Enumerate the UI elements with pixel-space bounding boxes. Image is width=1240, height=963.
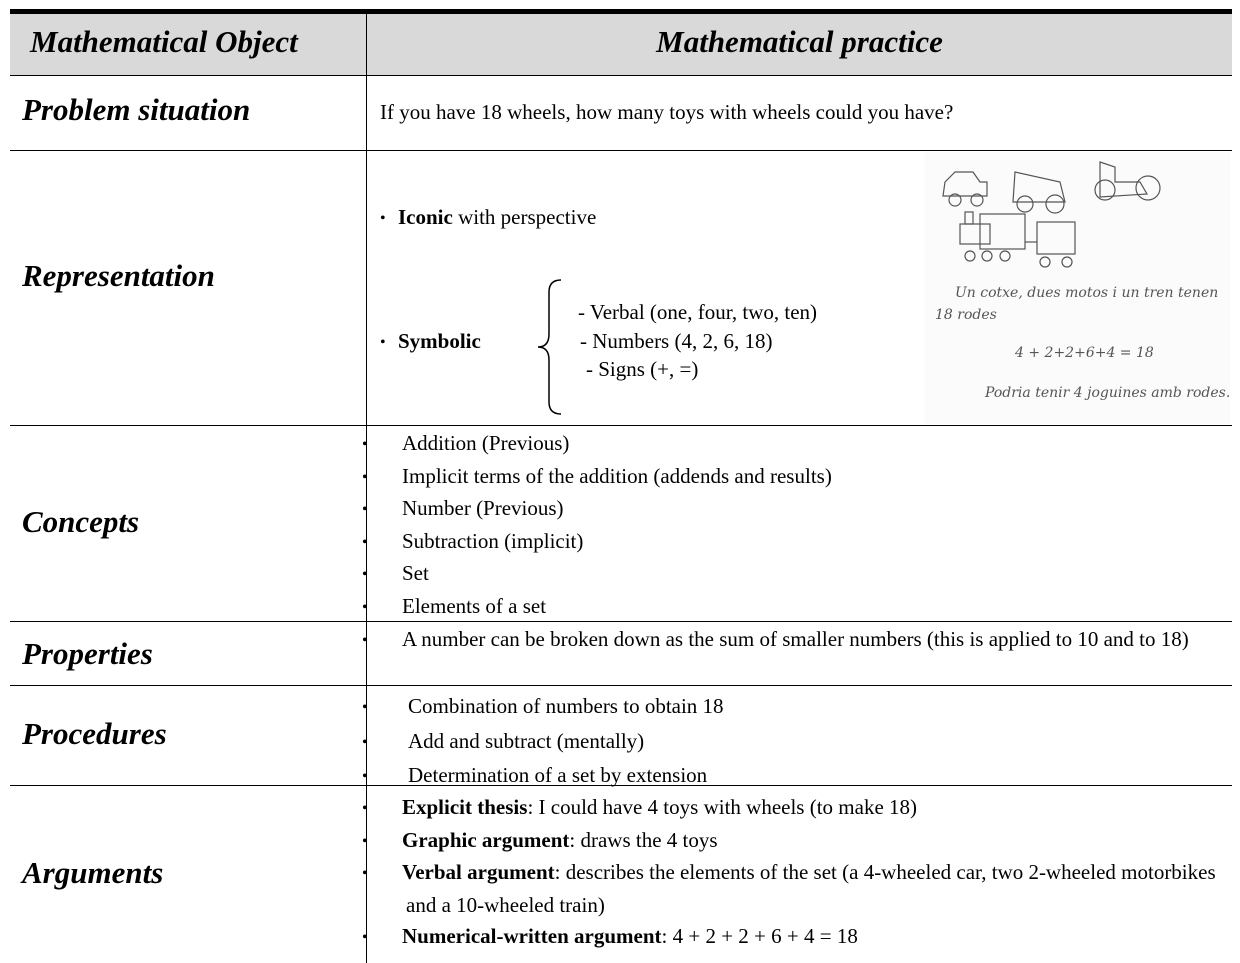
header-practice: Mathematical practice xyxy=(656,24,943,59)
iconic-item: Iconic with perspective xyxy=(380,202,1225,235)
handwriting: 4 + 2+2+6+4 = 18 xyxy=(1014,345,1154,361)
student-drawing: Un cotxe, dues motos i un tren tenen 18 … xyxy=(925,152,1230,424)
row-rule xyxy=(10,685,1232,686)
arguments-list: Explicit thesis: I could have 4 toys wit… xyxy=(384,792,1229,954)
list-item: A number can be broken down as the sum o… xyxy=(384,624,1229,657)
properties-list: A number can be broken down as the sum o… xyxy=(384,624,1229,657)
list-item: Elements of a set xyxy=(384,591,1229,624)
symbolic-subitem: - Verbal (one, four, two, ten) xyxy=(578,300,818,324)
list-item: Combination of numbers to obtain 18 xyxy=(384,690,1229,725)
list-item: Explicit thesis: I could have 4 toys wit… xyxy=(384,792,1229,825)
bold-term: Symbolic xyxy=(398,329,481,353)
problem-text: If you have 18 wheels, how many toys wit… xyxy=(380,100,954,124)
top-rule xyxy=(10,9,1232,14)
bold-term: Explicit thesis xyxy=(402,795,528,819)
item-text: with perspective xyxy=(458,205,597,229)
header-object: Mathematical Object xyxy=(30,24,298,59)
list-item: Subtraction (implicit) xyxy=(384,526,1229,559)
row-label: Concepts xyxy=(22,504,140,539)
header-band xyxy=(10,14,1232,75)
handwriting: Un cotxe, dues motos i un tren tenen xyxy=(955,285,1218,301)
symbolic-list: - Verbal (one, four, two, ten) - Numbers … xyxy=(578,298,817,384)
row-label: Properties xyxy=(22,636,153,671)
list-item: Implicit terms of the addition (addends … xyxy=(384,461,1229,494)
row-rule xyxy=(10,75,1232,76)
bold-term: Iconic xyxy=(398,205,453,229)
bold-term: Graphic argument xyxy=(402,827,570,852)
procedures-list: Combination of numbers to obtain 18Add a… xyxy=(384,690,1229,794)
item-text: : draws the 4 toys xyxy=(569,827,718,852)
handwriting: Podria tenir 4 joguines amb rodes. xyxy=(984,385,1230,401)
row-label: Procedures xyxy=(22,716,167,751)
item-text: : I could have 4 toys with wheels (to ma… xyxy=(527,795,918,819)
row-rule xyxy=(10,150,1232,151)
row-label: Arguments xyxy=(22,855,164,890)
symbolic-subitem: - Numbers (4, 2, 6, 18) xyxy=(580,328,773,353)
brace xyxy=(537,279,562,415)
row-label: Problem situation xyxy=(22,92,251,127)
item-text: : describes the elements of the set (a 4… xyxy=(406,860,1216,917)
bold-term: Numerical-written argument xyxy=(402,924,662,948)
bold-term: Verbal argument xyxy=(402,860,555,884)
item-text: : 4 + 2 + 2 + 6 + 4 = 18 xyxy=(661,924,858,948)
list-item: Determination of a set by extension xyxy=(384,759,1229,794)
list-item: Graphic argument: draws the 4 toys xyxy=(384,825,1229,858)
symbolic-subitem: - Signs (+, =) xyxy=(586,357,699,381)
list-item: Number (Previous) xyxy=(384,493,1229,526)
list-item: Set xyxy=(384,558,1229,591)
list-item: Verbal argument: describes the elements … xyxy=(384,857,1229,921)
symbolic-item: Symbolic xyxy=(380,326,530,359)
concepts-list: Addition (Previous)Implicit terms of the… xyxy=(384,428,1229,623)
handwriting: 18 rodes xyxy=(935,307,997,323)
list-item: Numerical-written argument: 4 + 2 + 2 + … xyxy=(384,921,1229,954)
row-rule xyxy=(10,425,1232,426)
list-item: Add and subtract (mentally) xyxy=(384,725,1229,760)
row-label: Representation xyxy=(22,258,215,293)
list-item: Addition (Previous) xyxy=(384,428,1229,461)
